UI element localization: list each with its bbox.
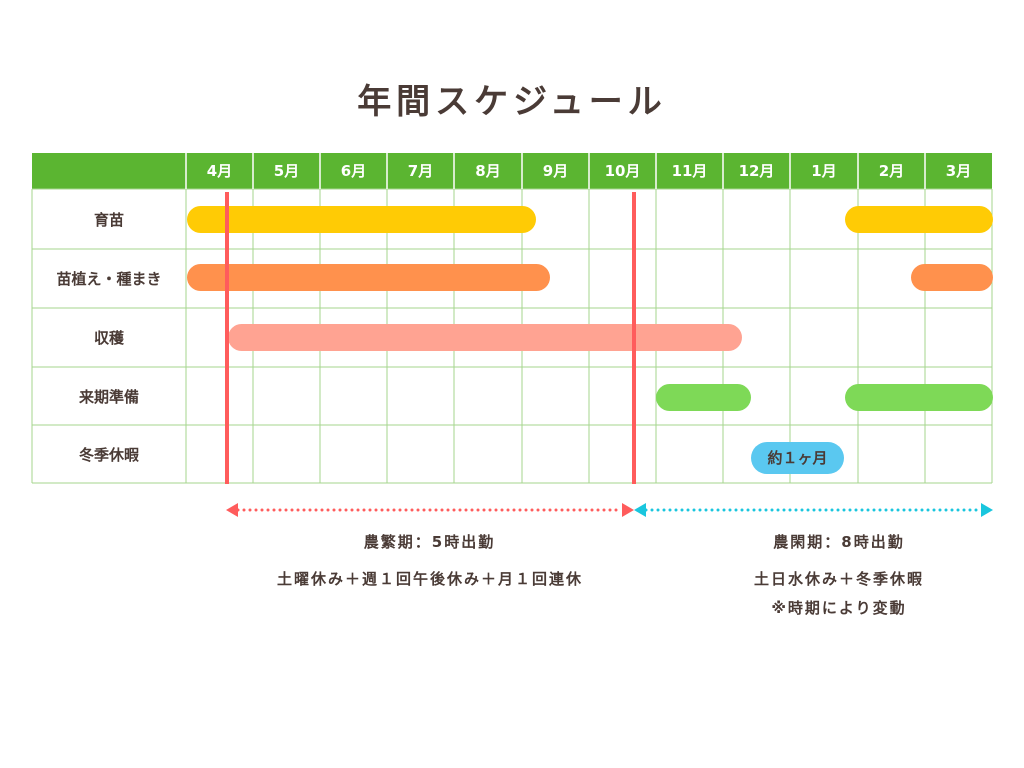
month-header: 1月 bbox=[811, 162, 837, 180]
off-period-arrow-left-head bbox=[634, 503, 646, 517]
off-period-heading: 農閑期：8時出勤 bbox=[773, 533, 905, 551]
busy-period-heading: 農繁期：5時出勤 bbox=[363, 533, 496, 551]
month-header: 8月 bbox=[475, 162, 501, 180]
month-header: 3月 bbox=[945, 162, 972, 180]
prep-bar-autumn bbox=[656, 384, 751, 411]
harvest-bar bbox=[228, 324, 742, 351]
busy-period-arrow-right-head bbox=[622, 503, 634, 517]
off-period-note: ※時期により変動 bbox=[771, 599, 907, 617]
month-header: 11月 bbox=[671, 162, 708, 180]
month-header: 9月 bbox=[542, 162, 569, 180]
grid-lines bbox=[31, 153, 993, 484]
month-header: 4月 bbox=[206, 162, 233, 180]
row-label-planting: 苗植え・種まき bbox=[56, 270, 162, 288]
month-header: 2月 bbox=[878, 162, 905, 180]
row-label-seedling: 育苗 bbox=[93, 211, 124, 229]
row-label-harvest: 収穫 bbox=[93, 329, 124, 347]
month-header: 5月 bbox=[273, 162, 300, 180]
header-row bbox=[32, 153, 992, 189]
row-label-prep: 来期準備 bbox=[78, 388, 139, 406]
planting-bar-winter bbox=[911, 264, 993, 291]
month-header: 6月 bbox=[340, 162, 367, 180]
vacation-label: 約１ヶ月 bbox=[767, 449, 828, 467]
vacation-badge: 約１ヶ月 bbox=[751, 442, 844, 474]
prep-bar-winter bbox=[845, 384, 993, 411]
page-title: 年間スケジュール bbox=[357, 82, 667, 122]
seedling-bar-winter bbox=[845, 206, 993, 233]
busy-period-detail: 土曜休み＋週１回午後休み＋月１回連休 bbox=[276, 570, 583, 588]
month-header: 7月 bbox=[407, 162, 434, 180]
off-period-arrow-right-head bbox=[981, 503, 993, 517]
month-header: 12月 bbox=[738, 162, 775, 180]
planting-bar-spring bbox=[187, 264, 550, 291]
month-header: 10月 bbox=[604, 162, 641, 180]
busy-period-end-marker bbox=[632, 192, 636, 484]
seedling-bar-spring bbox=[187, 206, 536, 233]
busy-period-arrow-left-head bbox=[226, 503, 238, 517]
row-label-vacation: 冬季休暇 bbox=[78, 446, 139, 464]
off-period-detail: 土日水休み＋冬季休暇 bbox=[753, 570, 924, 588]
period-arrows bbox=[226, 503, 993, 517]
busy-period-start-marker bbox=[225, 192, 229, 484]
